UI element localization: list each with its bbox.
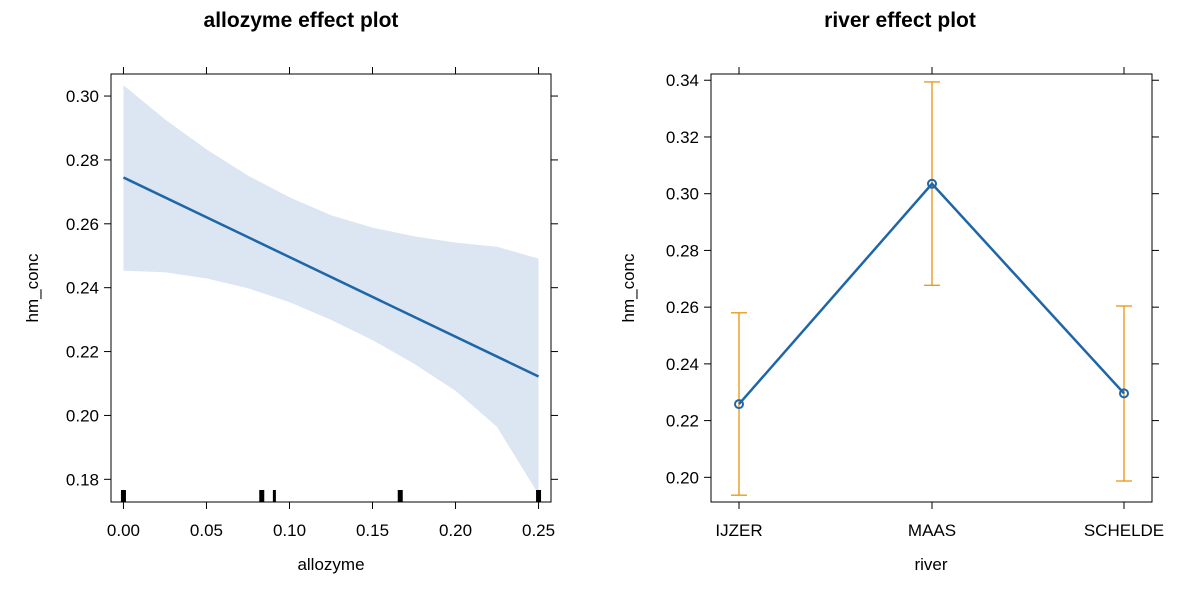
chart-title: allozyme effect plot — [204, 9, 399, 32]
y-tick-label: 0.30 — [666, 185, 699, 204]
data-point — [734, 399, 744, 410]
y-tick-label: 0.28 — [666, 241, 699, 260]
rug-mark — [397, 490, 403, 502]
fit-line — [122, 176, 540, 378]
y-tick-label: 0.26 — [66, 215, 99, 234]
rug-mark — [272, 490, 276, 502]
rug-mark — [120, 490, 126, 502]
x-tick-label: MAAS — [908, 521, 956, 540]
x-tick-label: 0.20 — [439, 521, 472, 540]
y-axis-label: hm_conc — [619, 253, 638, 322]
x-tick-label: SCHELDE — [1084, 521, 1164, 540]
y-tick-label: 0.32 — [666, 128, 699, 147]
y-tick-label: 0.22 — [666, 412, 699, 431]
y-tick-label: 0.30 — [66, 87, 99, 106]
x-tick-label: 0.00 — [107, 521, 140, 540]
x-axis-label: allozyme — [297, 555, 364, 574]
confidence-band — [123, 85, 539, 495]
y-tick-label: 0.24 — [666, 355, 699, 374]
y-tick-label: 0.28 — [66, 151, 99, 170]
y-tick-label: 0.20 — [66, 406, 99, 425]
x-axis-label: river — [914, 555, 947, 574]
x-tick-label: 0.05 — [190, 521, 223, 540]
y-axis-label: hm_conc — [23, 253, 42, 322]
x-tick-label: 0.10 — [273, 521, 306, 540]
rug-mark — [259, 490, 265, 502]
y-tick-label: 0.24 — [66, 279, 99, 298]
rug-mark — [536, 490, 542, 502]
y-tick-label: 0.18 — [66, 470, 99, 489]
chart-title: river effect plot — [824, 9, 976, 32]
y-tick-label: 0.20 — [666, 468, 699, 487]
data-point — [1119, 388, 1129, 399]
y-tick-label: 0.22 — [66, 343, 99, 362]
data-point — [927, 178, 937, 189]
y-tick-label: 0.26 — [666, 298, 699, 317]
y-tick-label: 0.34 — [666, 71, 699, 90]
x-tick-label: IJZER — [715, 521, 762, 540]
effect-line — [738, 181, 1125, 405]
x-tick-label: 0.25 — [522, 521, 555, 540]
x-tick-label: 0.15 — [356, 521, 389, 540]
